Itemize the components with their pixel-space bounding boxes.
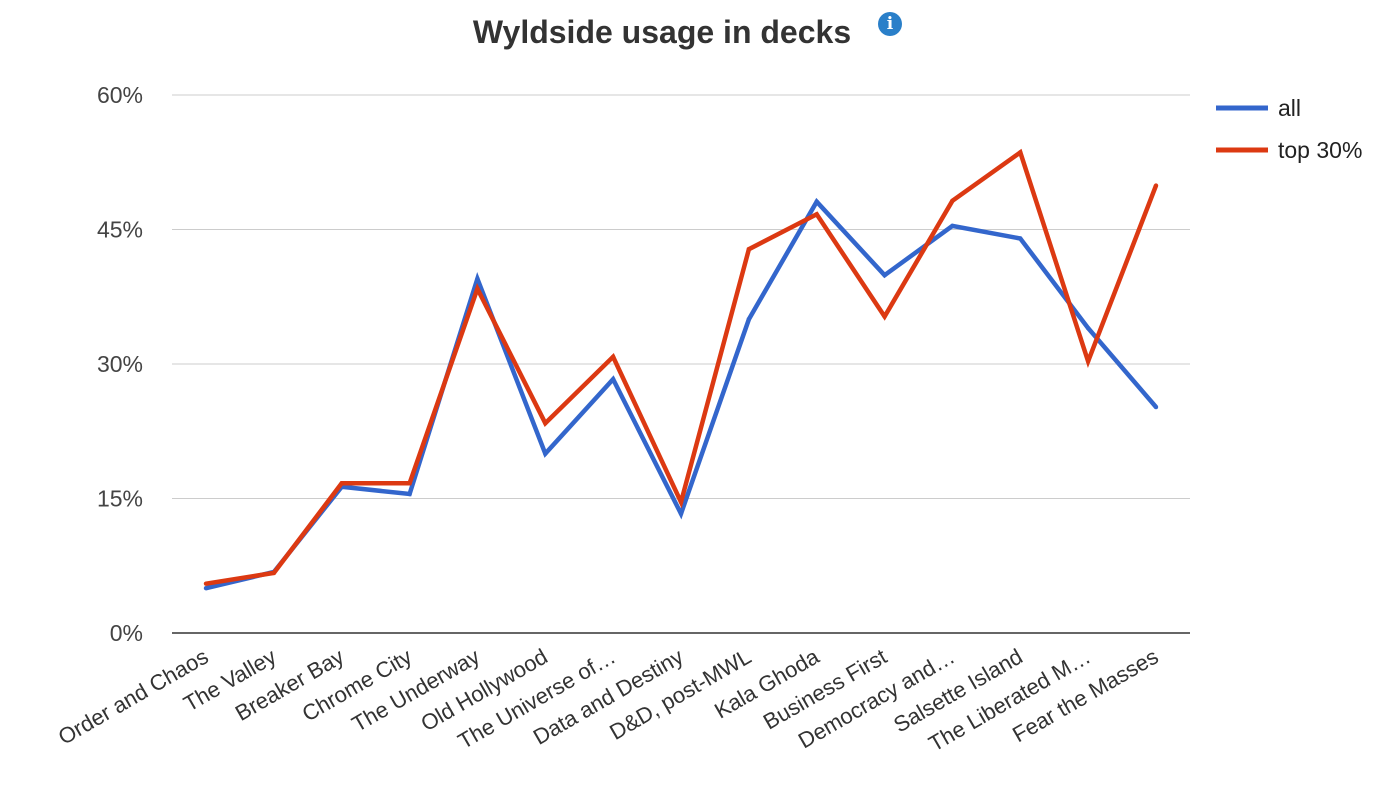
y-tick-label: 0%: [110, 620, 143, 646]
data-point: [746, 247, 752, 252]
data-point: [407, 481, 412, 486]
data-point: [407, 491, 412, 497]
data-point: [950, 223, 955, 229]
legend-label: top 30%: [1278, 137, 1362, 163]
series-line-top-30: [205, 148, 1159, 586]
data-point: [1153, 404, 1159, 410]
data-point: [271, 570, 277, 576]
data-point: [814, 212, 819, 217]
y-tick-label: 15%: [97, 486, 143, 512]
data-point: [882, 273, 887, 278]
info-icon[interactable]: i: [878, 12, 902, 36]
series-line-all: [205, 197, 1158, 591]
data-point: [1085, 359, 1091, 364]
data-point: [610, 354, 616, 360]
data-point: [543, 451, 548, 456]
data-point: [814, 199, 819, 204]
y-tick-label: 60%: [97, 82, 143, 108]
legend-item-top-30: top 30%: [1216, 137, 1362, 163]
data-point: [543, 420, 548, 426]
data-point: [203, 581, 209, 586]
data-point: [475, 276, 480, 282]
chart-title-wrap: Wyldside usage in decks: [0, 14, 1324, 51]
y-tick-label: 45%: [97, 217, 143, 243]
data-point: [339, 481, 344, 486]
legend-label: all: [1278, 95, 1301, 121]
data-point: [1153, 183, 1159, 188]
data-point: [203, 585, 209, 591]
data-point: [1018, 236, 1023, 241]
data-point: [610, 377, 616, 382]
data-point: [882, 314, 887, 319]
data-point: [1018, 150, 1023, 155]
data-point: [950, 198, 955, 204]
data-point: [678, 511, 684, 516]
data-point: [1085, 325, 1091, 331]
chart-title: Wyldside usage in decks: [472, 14, 852, 50]
data-point: [475, 286, 480, 291]
y-tick-label: 30%: [97, 351, 143, 377]
data-point: [678, 499, 684, 505]
data-point: [746, 316, 752, 322]
legend-item-all: all: [1216, 95, 1301, 121]
